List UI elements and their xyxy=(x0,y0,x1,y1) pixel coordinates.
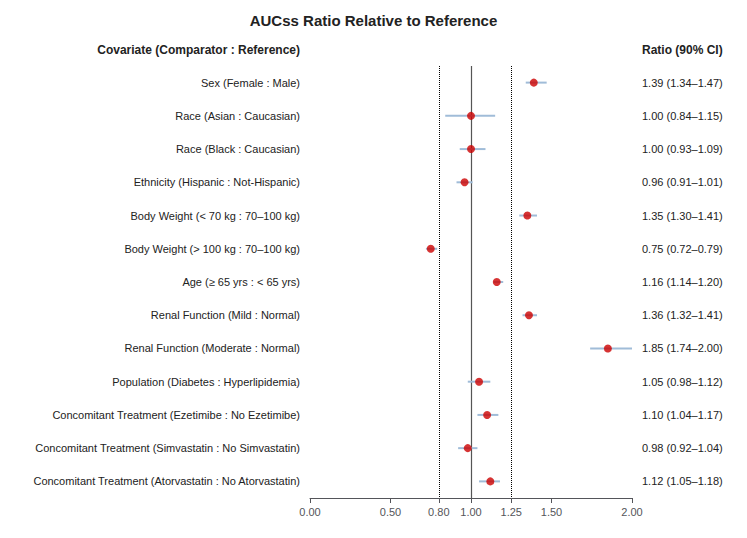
svg-text:Sex (Female : Male): Sex (Female : Male) xyxy=(201,77,300,89)
svg-text:Renal Function (Mild : Normal): Renal Function (Mild : Normal) xyxy=(151,309,300,321)
svg-text:1.12 (1.05–1.18): 1.12 (1.05–1.18) xyxy=(642,475,723,487)
svg-text:2.00: 2.00 xyxy=(621,506,642,518)
svg-text:1.16 (1.14–1.20): 1.16 (1.14–1.20) xyxy=(642,276,723,288)
svg-text:Body Weight (> 100 kg : 70–100: Body Weight (> 100 kg : 70–100 kg) xyxy=(124,243,300,255)
svg-text:1.10 (1.04–1.17): 1.10 (1.04–1.17) xyxy=(642,409,723,421)
svg-text:1.00: 1.00 xyxy=(460,506,481,518)
svg-text:Renal Function (Moderate : Nor: Renal Function (Moderate : Normal) xyxy=(125,342,300,354)
svg-text:0.50: 0.50 xyxy=(380,506,401,518)
svg-text:0.75 (0.72–0.79): 0.75 (0.72–0.79) xyxy=(642,243,723,255)
svg-text:Age (≥ 65 yrs : < 65 yrs): Age (≥ 65 yrs : < 65 yrs) xyxy=(182,276,300,288)
svg-text:Ethnicity (Hispanic : Not-Hisp: Ethnicity (Hispanic : Not-Hispanic) xyxy=(134,176,300,188)
svg-text:0.98 (0.92–1.04): 0.98 (0.92–1.04) xyxy=(642,442,723,454)
svg-text:Concomitant Treatment (Ezetimi: Concomitant Treatment (Ezetimibe : No Ez… xyxy=(52,409,300,421)
svg-text:1.00 (0.93–1.09): 1.00 (0.93–1.09) xyxy=(642,143,723,155)
svg-text:Body Weight (< 70 kg : 70–100: Body Weight (< 70 kg : 70–100 kg) xyxy=(131,210,301,222)
svg-text:1.00 (0.84–1.15): 1.00 (0.84–1.15) xyxy=(642,110,723,122)
svg-text:Covariate (Comparator : Refere: Covariate (Comparator : Reference) xyxy=(97,43,300,57)
svg-text:Population (Diabetes : Hyperli: Population (Diabetes : Hyperlipidemia) xyxy=(112,376,300,388)
svg-text:1.25: 1.25 xyxy=(501,506,522,518)
svg-text:1.05 (0.98–1.12): 1.05 (0.98–1.12) xyxy=(642,376,723,388)
svg-text:1.35 (1.30–1.41): 1.35 (1.30–1.41) xyxy=(642,210,723,222)
svg-text:AUCss Ratio Relative to Refere: AUCss Ratio Relative to Reference xyxy=(250,12,498,29)
svg-text:1.50: 1.50 xyxy=(541,506,562,518)
svg-text:0.96 (0.91–1.01): 0.96 (0.91–1.01) xyxy=(642,176,723,188)
svg-text:0.00: 0.00 xyxy=(299,506,320,518)
svg-text:Race (Black : Caucasian): Race (Black : Caucasian) xyxy=(176,143,300,155)
svg-text:1.36 (1.32–1.41): 1.36 (1.32–1.41) xyxy=(642,309,723,321)
svg-text:1.85 (1.74–2.00): 1.85 (1.74–2.00) xyxy=(642,342,723,354)
svg-text:1.39 (1.34–1.47): 1.39 (1.34–1.47) xyxy=(642,77,723,89)
svg-text:Concomitant Treatment (Atorvas: Concomitant Treatment (Atorvastatin : No… xyxy=(33,475,300,487)
svg-text:Ratio (90% CI): Ratio (90% CI) xyxy=(642,43,723,57)
svg-text:Concomitant Treatment (Simvast: Concomitant Treatment (Simvastatin : No … xyxy=(35,442,300,454)
svg-text:0.80: 0.80 xyxy=(428,506,449,518)
svg-text:Race (Asian : Caucasian): Race (Asian : Caucasian) xyxy=(175,110,300,122)
